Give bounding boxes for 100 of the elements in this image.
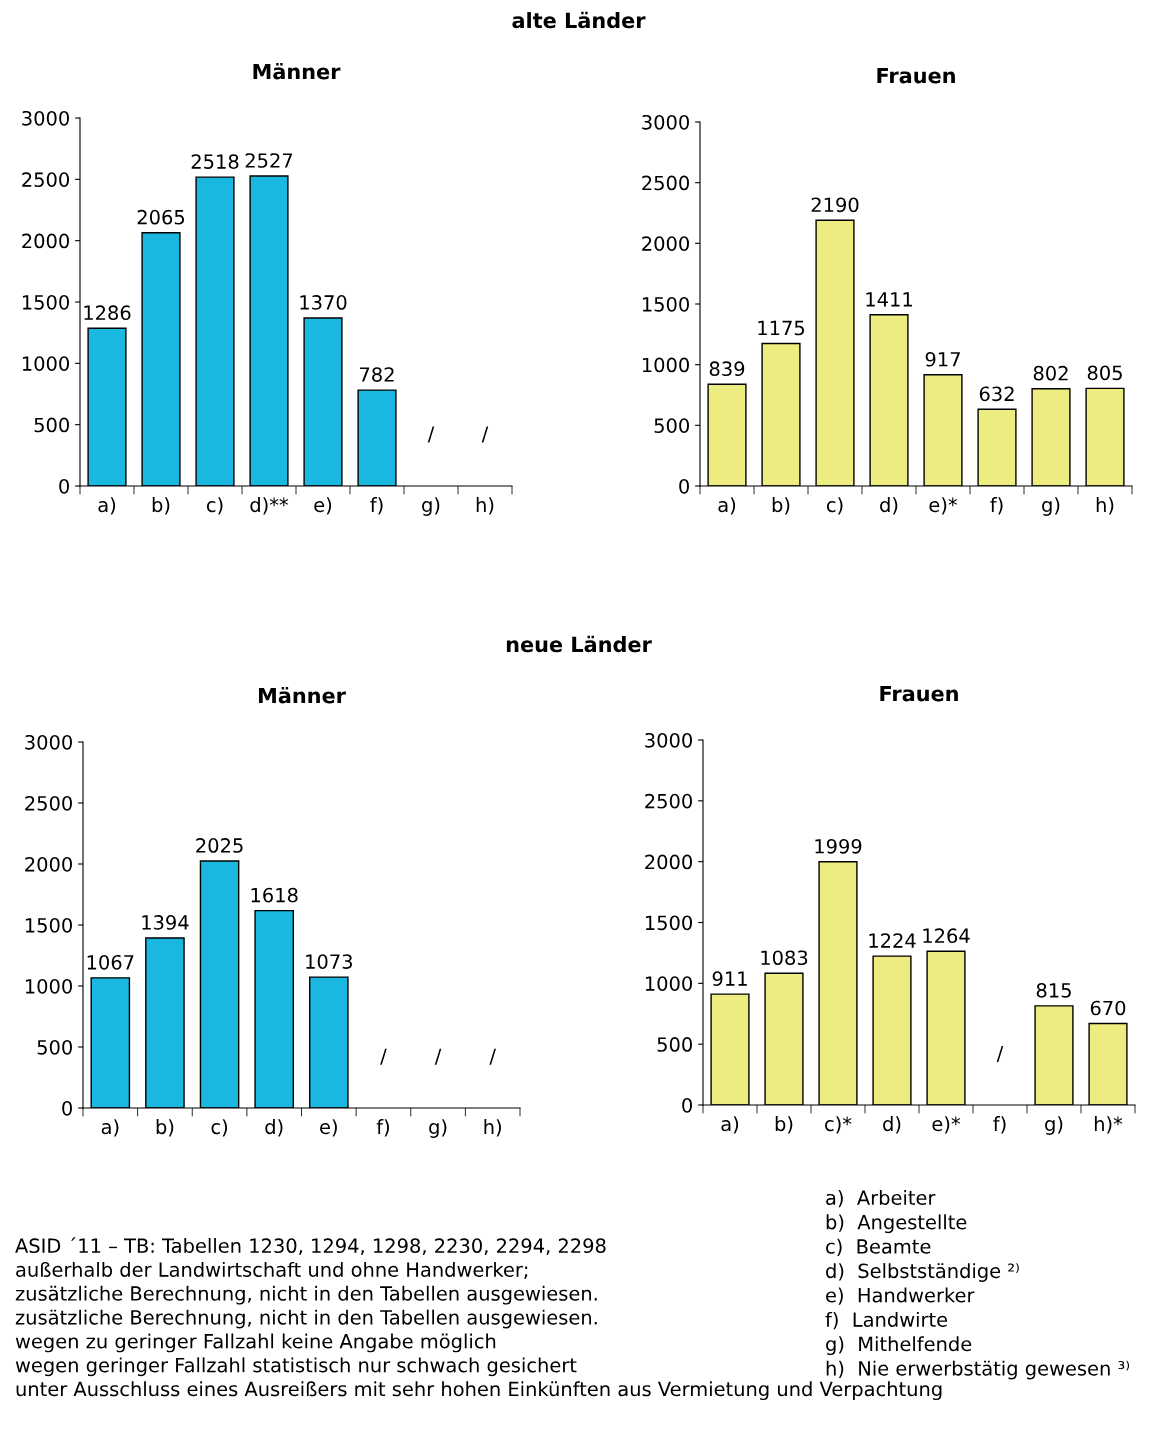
data-label: 1618: [251, 887, 298, 903]
y-tick-label: 3000: [642, 114, 689, 130]
text: alte Länder: [512, 11, 646, 29]
data-label: 670: [1090, 1000, 1126, 1016]
y-tick-label: 500: [654, 418, 689, 433]
x-tick-label: a): [721, 1116, 739, 1134]
data-label: 1370: [300, 295, 347, 310]
y-tick-label: 1500: [25, 917, 72, 933]
y-tick-label: 2000: [22, 233, 69, 249]
data-label: 2025: [196, 838, 243, 853]
text: /: [434, 1048, 442, 1065]
y-tick-label: 2000: [645, 854, 692, 870]
data-label: 917: [925, 351, 960, 367]
chart-title: Frauen: [877, 67, 955, 84]
text: d) Selbstständige ²⁾: [826, 1263, 1019, 1282]
data-label: 839: [709, 361, 745, 377]
data-label: 1224: [869, 933, 916, 948]
y-tick-label: 0: [679, 478, 689, 494]
text: b) Angestellte: [826, 1214, 967, 1234]
text: h) Nie erwerbstätig gewesen ³⁾: [826, 1360, 1130, 1380]
text: /: [481, 426, 489, 443]
text: a) Arbeiter: [826, 1190, 936, 1208]
x-tick-label: g): [1045, 1116, 1063, 1135]
x-tick-label: d): [265, 1119, 283, 1137]
y-tick-label: 2500: [645, 793, 692, 809]
data-label: 802: [1033, 365, 1068, 381]
y-tick-label: 0: [682, 1097, 692, 1113]
x-tick-label: h): [1096, 497, 1114, 515]
data-label: 1264: [923, 928, 970, 944]
text: c) Beamte: [826, 1238, 931, 1257]
y-tick-label: 1500: [22, 294, 69, 310]
data-label: 2518: [191, 154, 239, 169]
data-label: 1073: [306, 954, 352, 969]
x-tick-label: h): [484, 1119, 501, 1137]
text: /: [489, 1048, 496, 1065]
x-tick-label: c): [206, 497, 223, 515]
y-tick-label: 2000: [642, 236, 689, 251]
chart-title: Männer: [258, 686, 346, 704]
y-tick-label: 1000: [645, 976, 692, 991]
x-tick-label: f): [376, 1119, 389, 1137]
text: /: [380, 1048, 387, 1065]
text: e) Handwerker: [826, 1287, 975, 1305]
y-tick-label: 3000: [22, 110, 69, 126]
y-tick-label: 1000: [25, 978, 72, 994]
x-tick-label: e): [320, 1119, 337, 1137]
x-tick-label: d): [883, 1116, 901, 1134]
y-tick-label: 1500: [645, 915, 692, 931]
data-label: 782: [360, 367, 394, 382]
y-tick-label: 1000: [642, 357, 689, 373]
data-label: 911: [712, 971, 747, 987]
text: zusätzliche Berechnung, nicht in den Tabellen ausgewiesen.: [15, 1309, 597, 1329]
x-tick-label: b): [775, 1116, 793, 1134]
x-tick-label: a): [98, 497, 116, 515]
text: g) Mithelfende: [826, 1336, 972, 1356]
x-tick-label: h): [476, 497, 494, 515]
x-tick-label: b): [152, 497, 170, 515]
text: unter Ausschluss eines Ausreißers mit sehr hohen Einkünften aus Vermietung und Verpachtung: [16, 1381, 942, 1401]
data-label: 1411: [866, 292, 912, 307]
data-label: 2065: [137, 209, 185, 225]
text: wegen zu geringer Fallzahl keine Angabe möglich: [15, 1333, 496, 1353]
data-label: 1286: [84, 305, 131, 321]
data-label: 2190: [811, 197, 859, 213]
data-label: 1067: [87, 954, 134, 970]
x-tick-label: e): [314, 497, 332, 515]
y-tick-label: 500: [37, 1039, 72, 1055]
text: zusätzliche Berechnung, nicht in den Tabellen ausgewiesen.: [15, 1285, 597, 1305]
x-tick-label: b): [156, 1119, 174, 1137]
data-label: 632: [979, 386, 1014, 402]
text: außerhalb der Landwirtschaft und ohne Handwerker;: [16, 1261, 528, 1279]
x-tick-label: d): [880, 497, 898, 515]
data-label: 1083: [761, 950, 808, 966]
text: neue Länder: [506, 635, 652, 653]
x-tick-label: g): [429, 1119, 447, 1138]
data-label: 1175: [758, 320, 805, 336]
y-tick-label: 1500: [642, 296, 689, 312]
y-tick-label: 3000: [25, 734, 72, 750]
y-tick-label: 2000: [25, 856, 72, 872]
x-tick-label: f): [993, 1116, 1006, 1134]
x-tick-label: h)*: [1094, 1116, 1123, 1134]
x-tick-label: a): [718, 497, 736, 515]
data-label: 1394: [142, 915, 189, 930]
text: f) Landwirte: [825, 1311, 948, 1330]
y-tick-label: 0: [62, 1100, 72, 1116]
y-tick-label: 0: [59, 478, 69, 494]
x-tick-label: d)**: [250, 497, 289, 515]
x-tick-label: e)*: [929, 497, 958, 515]
y-tick-label: 1000: [22, 356, 69, 371]
x-tick-label: f): [370, 497, 383, 515]
y-tick-label: 500: [34, 417, 69, 433]
data-label: 815: [1036, 982, 1071, 998]
y-tick-label: 2500: [22, 172, 69, 187]
data-label: 1999: [815, 838, 862, 854]
text: ASID ´11 – TB: Tabellen 1230, 1294, 1298, 2230, 2294, 2298: [15, 1237, 606, 1256]
x-tick-label: f): [990, 497, 1003, 515]
x-tick-label: c)*: [825, 1116, 852, 1134]
text: /: [996, 1045, 1004, 1062]
y-tick-label: 500: [657, 1037, 692, 1052]
x-tick-label: e)*: [932, 1116, 961, 1134]
y-tick-label: 3000: [645, 732, 692, 748]
x-tick-label: a): [101, 1119, 119, 1137]
